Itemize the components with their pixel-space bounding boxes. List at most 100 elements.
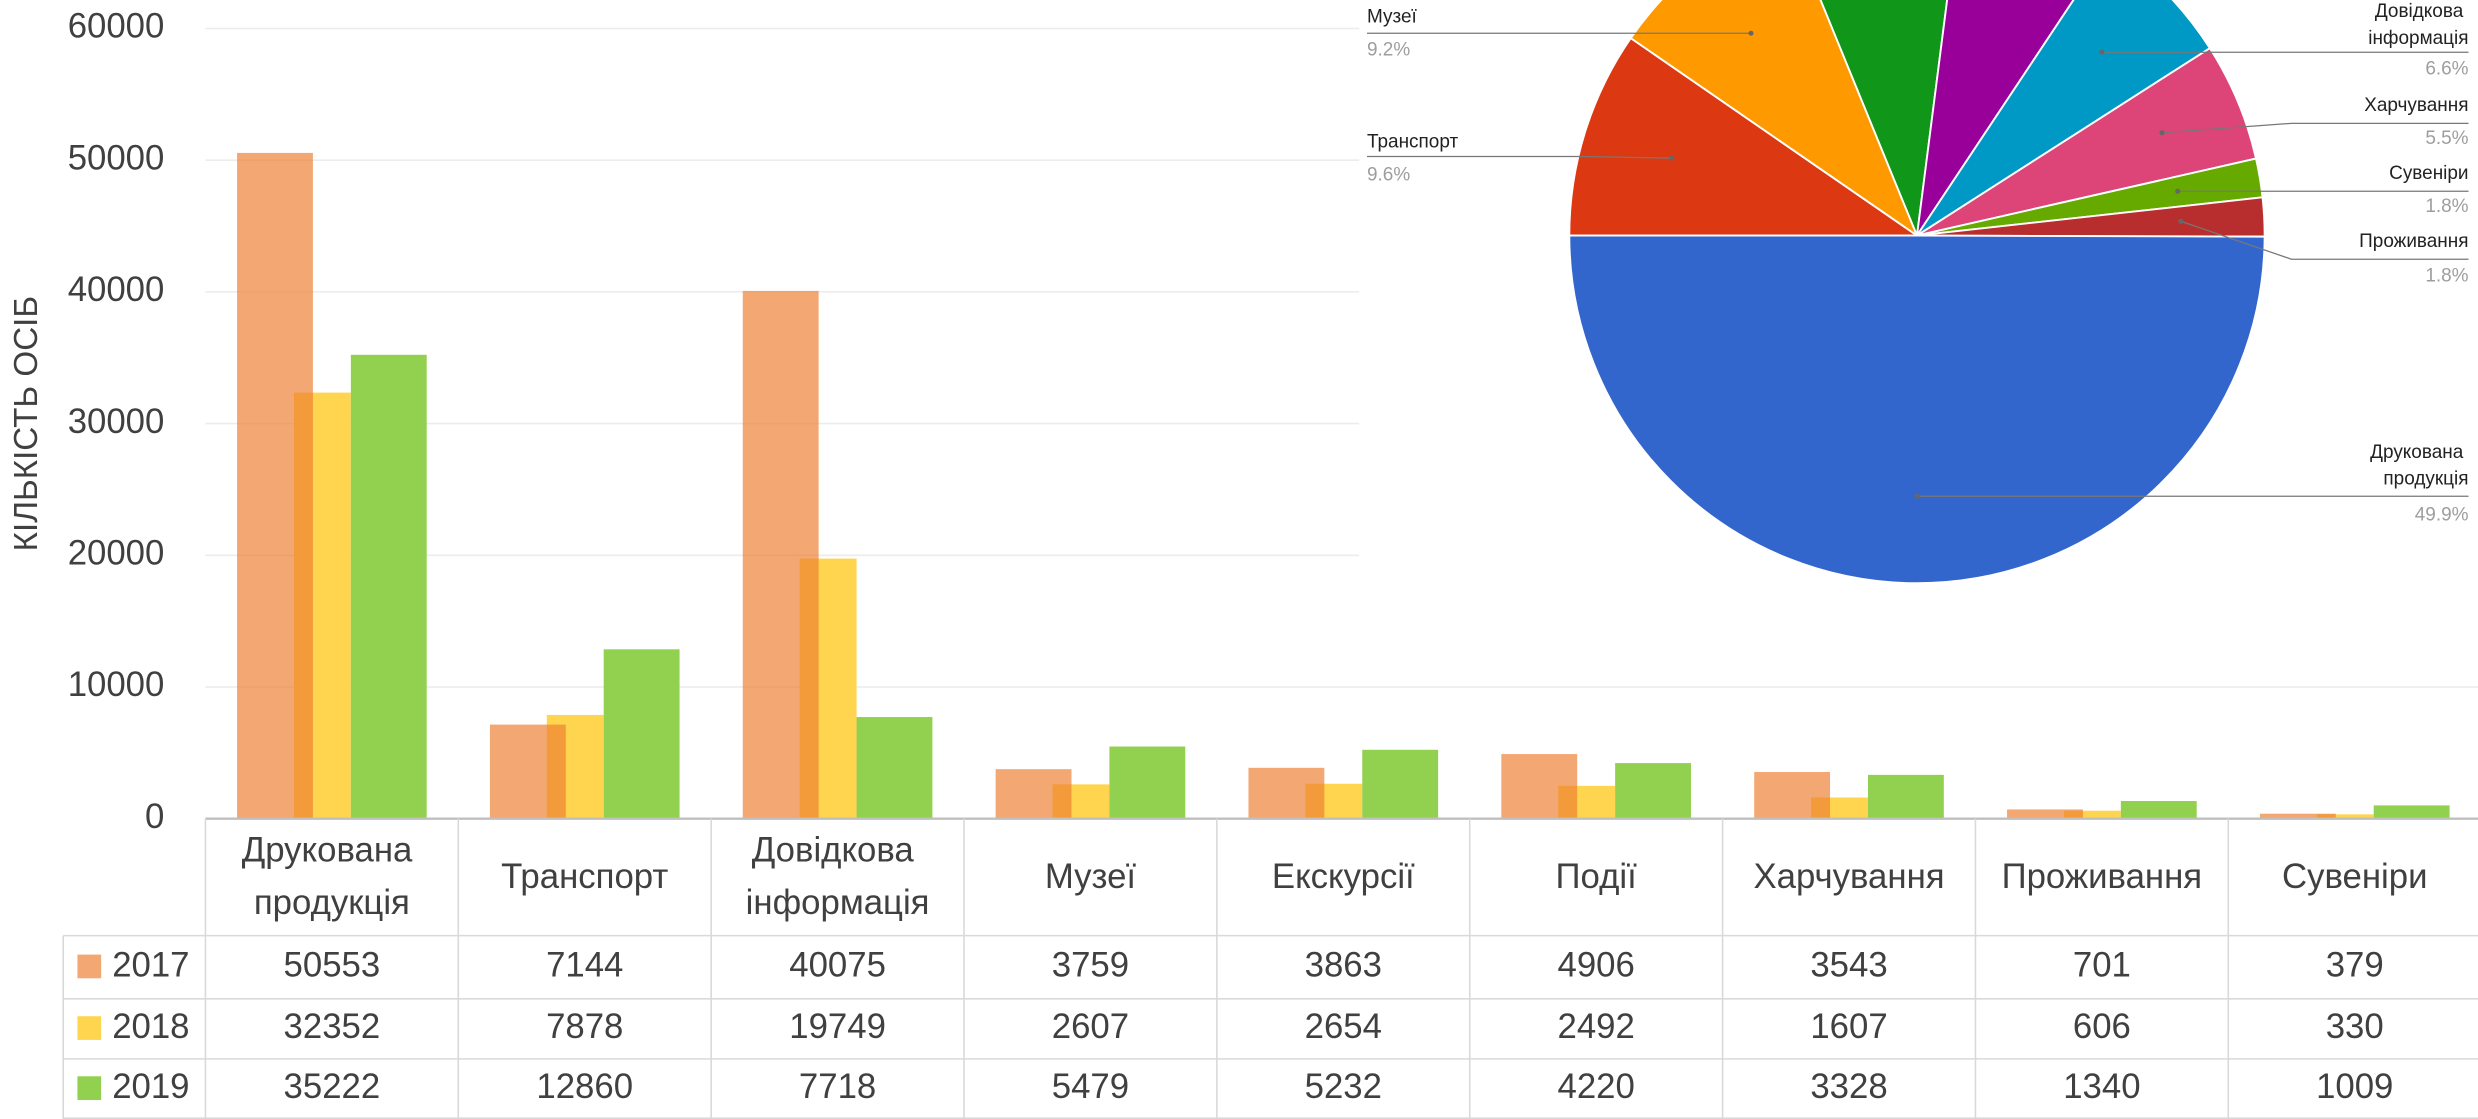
x-tick-label: Музеї: [1045, 858, 1137, 896]
table-value: 12860: [536, 1068, 633, 1106]
leader-dot: [2099, 49, 2105, 55]
table-value: 19749: [789, 1008, 886, 1046]
bar: [1109, 746, 1186, 819]
pie-label: Проживання: [2359, 231, 2468, 252]
table-value: 5479: [1052, 1068, 1129, 1106]
legend-swatch: [77, 954, 102, 979]
x-tick-label: Екскурсії: [1272, 858, 1415, 896]
bar: [2373, 805, 2450, 819]
pie-label: Транспорт: [1367, 131, 1458, 152]
bar: [1754, 772, 1831, 819]
leader-dot: [1669, 155, 1675, 161]
x-tick-label: Події: [1556, 858, 1638, 896]
bar: [237, 152, 313, 819]
pie-slice: [1819, 0, 1949, 240]
legend-label: 2018: [112, 1008, 189, 1046]
table-value: 4906: [1558, 946, 1635, 984]
pie-value-label: 9.6%: [1367, 164, 1410, 185]
table-value: 7144: [546, 946, 623, 984]
pie-label: Харчування: [2364, 95, 2468, 116]
bar: [856, 717, 933, 819]
x-tick-label: Друкована продукція: [242, 832, 422, 922]
x-tick-label: Харчування: [1753, 858, 1944, 896]
table-value: 3543: [1810, 946, 1887, 984]
leader-line: [2161, 122, 2469, 134]
leader-dot: [2175, 188, 2181, 194]
table-value: 35222: [284, 1068, 381, 1106]
pie-label: Сувеніри: [2389, 163, 2468, 184]
table-value: 5232: [1305, 1068, 1382, 1106]
bar: [1615, 763, 1691, 819]
pie-value-label: 1.8%: [2425, 196, 2468, 217]
y-tick-label: 50000: [68, 139, 165, 177]
bar: [489, 724, 566, 819]
pie-slice: [1916, 0, 2075, 237]
pie-label: Друкована продукція: [2370, 442, 2468, 490]
y-tick-label: 20000: [68, 534, 165, 572]
table-value: 2492: [1558, 1008, 1635, 1046]
pie-value-label: 49.9%: [2415, 504, 2469, 525]
table-value: 50553: [284, 946, 381, 984]
bar: [995, 769, 1072, 819]
x-tick-label: Проживання: [2002, 858, 2202, 896]
legend-label: 2017: [112, 946, 189, 984]
y-tick-label: 40000: [68, 271, 165, 309]
y-tick-label: 10000: [68, 666, 165, 704]
leader-line: [1367, 155, 1673, 159]
pie-slice: [1568, 36, 1921, 237]
pie-value-label: 6.6%: [2425, 59, 2468, 80]
pie-slice: [1916, 0, 2212, 237]
table-value: 379: [2326, 946, 2384, 984]
bar: [2063, 810, 2121, 819]
bar: [350, 354, 427, 819]
bar: [2007, 809, 2083, 819]
pie-slice: [1629, 0, 1920, 239]
bar: [2259, 813, 2336, 819]
table-value: 32352: [284, 1008, 381, 1046]
pie-label: Довідкова інформація: [2368, 1, 2468, 49]
table-value: 2607: [1052, 1008, 1129, 1046]
y-tick-label: 60000: [68, 8, 165, 46]
pie-value-label: 5.5%: [2425, 128, 2468, 149]
table-value: 7718: [799, 1068, 876, 1106]
leader-line: [2180, 220, 2469, 260]
x-tick-label: Транспорт: [501, 858, 668, 896]
pie-label: Музеї: [1367, 6, 1417, 27]
table-value: 606: [2073, 1008, 2131, 1046]
bar: [1867, 774, 1944, 819]
bar: [2316, 814, 2374, 819]
table-value: 4220: [1558, 1068, 1635, 1106]
legend-swatch: [77, 1076, 102, 1100]
bar: [2120, 801, 2197, 819]
bar: [1501, 754, 1578, 819]
legend-label: 2019: [112, 1068, 189, 1106]
leader-dot: [2178, 218, 2184, 224]
table-value: 1607: [1810, 1008, 1887, 1046]
table-value: 330: [2326, 1008, 2384, 1046]
table-value: 3328: [1810, 1068, 1887, 1106]
y-tick-label: 30000: [68, 403, 165, 441]
bar: [603, 649, 680, 819]
leader-dot: [1748, 30, 1754, 36]
y-axis-title: КІЛЬКІСТЬ ОСІБ: [8, 296, 45, 551]
table-value: 3759: [1052, 946, 1129, 984]
table-value: 3863: [1305, 946, 1382, 984]
x-tick-label: Довідкова інформація: [746, 832, 930, 922]
pie-value-label: 9.2%: [1367, 40, 1410, 61]
y-tick-label: 0: [145, 798, 164, 836]
legend-swatch: [77, 1016, 102, 1040]
table-value: 7878: [546, 1008, 623, 1046]
table-value: 1340: [2063, 1068, 2140, 1106]
bar: [742, 290, 819, 819]
table-value: 701: [2073, 946, 2131, 984]
bar: [1248, 767, 1325, 819]
bar: [1362, 749, 1439, 819]
x-tick-label: Сувеніри: [2282, 858, 2428, 896]
table-value: 2654: [1305, 1008, 1382, 1046]
leader-dot: [1914, 493, 1920, 499]
table-value: 1009: [2316, 1068, 2393, 1106]
table-value: 40075: [789, 946, 886, 984]
pie-value-label: 1.8%: [2425, 266, 2468, 287]
